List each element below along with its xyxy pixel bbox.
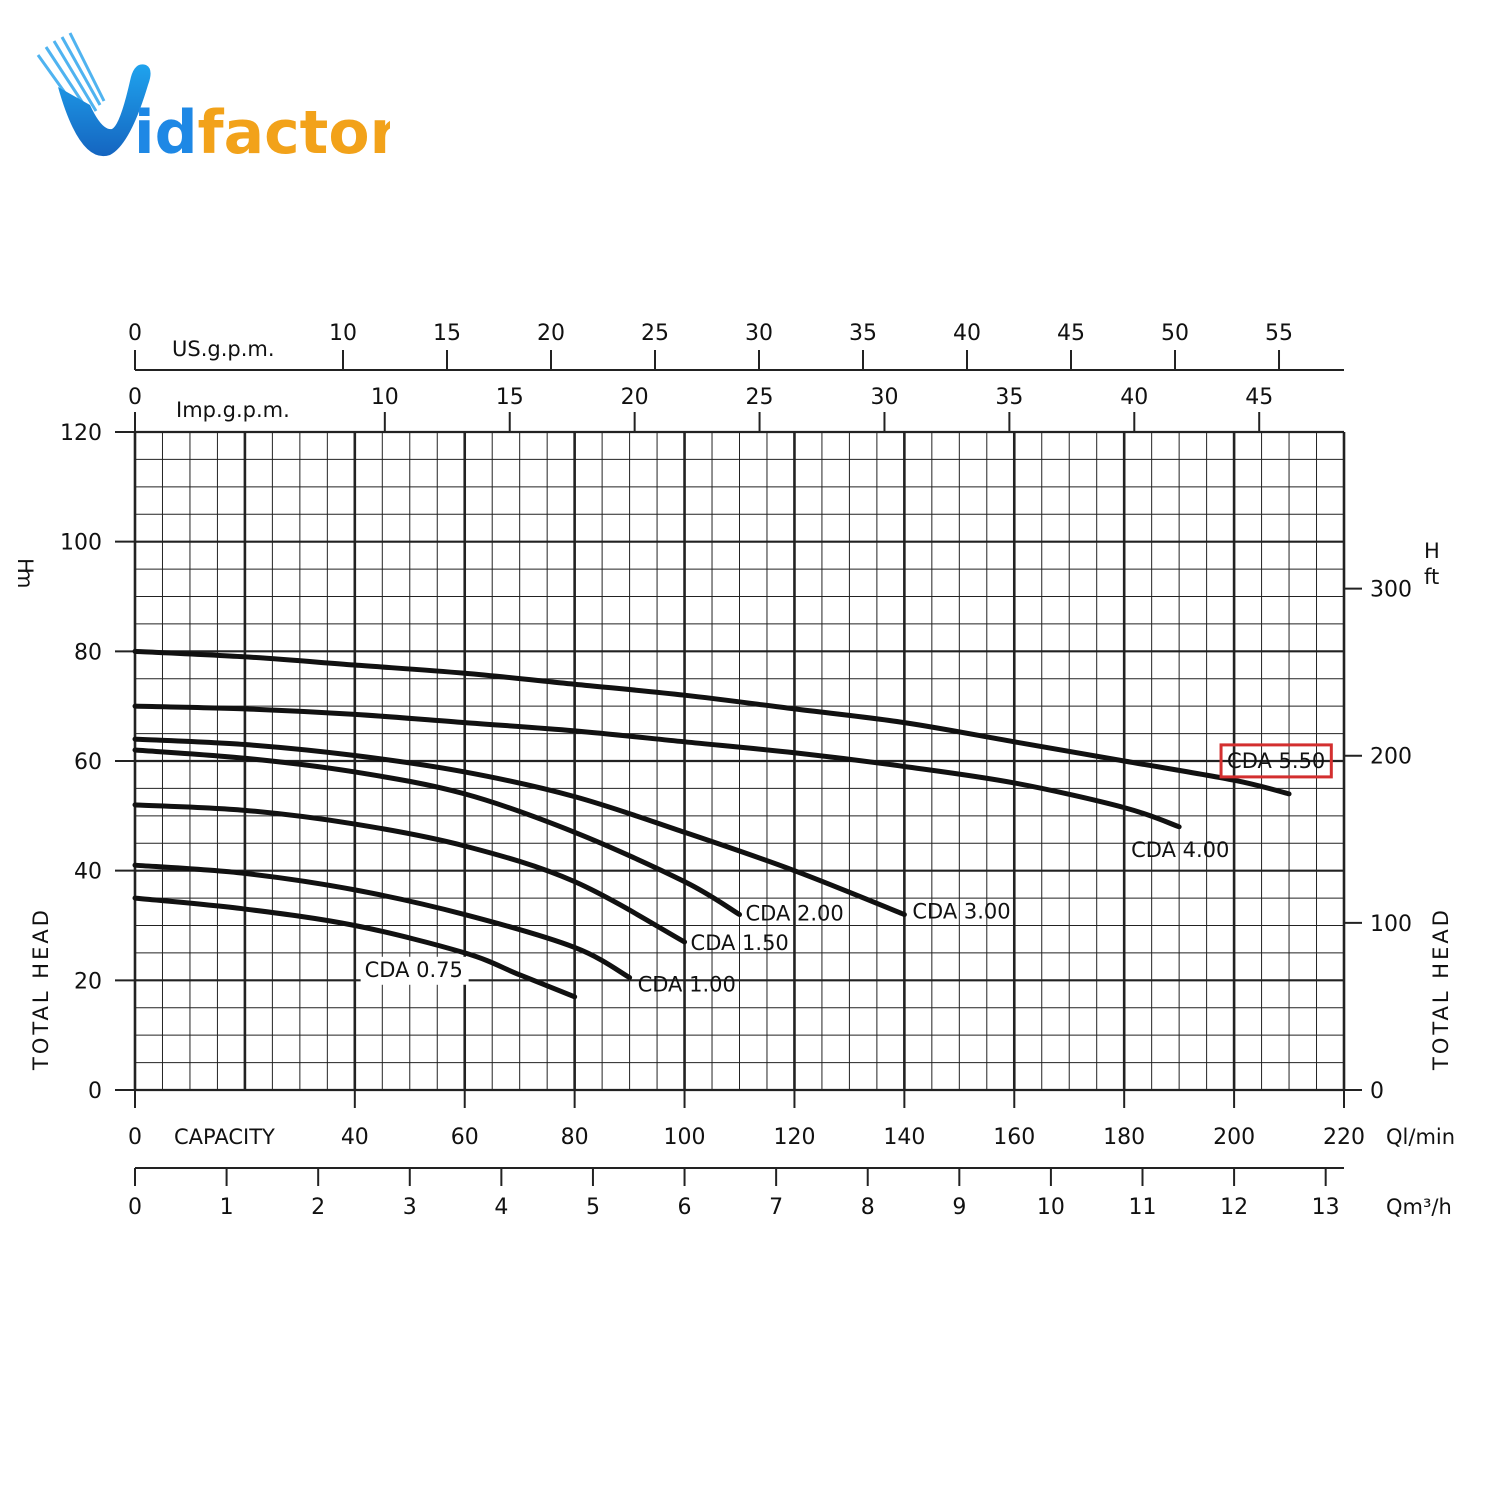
x-impgpm-tick-label: 25 (746, 385, 774, 410)
y-right-unit-h: H (1424, 539, 1440, 563)
label-bg (360, 956, 469, 985)
chart-labels: CDA 0.75 CDA 1.00 CDA 1.50 CDA 2.00 CDA 3.00… (360, 743, 1333, 997)
curve-cda-4-00 (132, 703, 1182, 830)
y-right-tick-label: 200 (1370, 745, 1412, 770)
vidfactor-logo: idfactor (36, 32, 390, 168)
highlight-box (1219, 743, 1333, 779)
x-m3h-tick-label: 13 (1312, 1195, 1340, 1220)
curve-cda-1-50 (132, 802, 688, 945)
y-left-tick-label: 40 (74, 860, 102, 885)
chart-grid (133, 430, 1346, 1092)
x-usgpm-tick-label: 10 (329, 321, 357, 346)
x-impgpm-tick-label: 35 (995, 385, 1023, 410)
capacity-label: CAPACITY (174, 1125, 275, 1149)
x-impgpm-tick-label: 30 (870, 385, 898, 410)
y-left-tick-label: 60 (74, 750, 102, 775)
y-left-unit-m: m (13, 568, 37, 588)
x-m3h-tick-label: 10 (1037, 1195, 1065, 1220)
x-usgpm-tick-label: 55 (1265, 321, 1293, 346)
x-usgpm-tick-label: 30 (745, 321, 773, 346)
x-impgpm-tick-label: 20 (621, 385, 649, 410)
x-impgpm-tick-label: 15 (496, 385, 524, 410)
x-m3h-tick-label: 9 (952, 1195, 966, 1220)
y-left-tick-label: 120 (60, 421, 102, 446)
curve-cda-2-00 (132, 747, 742, 918)
curve-cda-1-00 (132, 862, 633, 981)
y-right-title: TOTAL HEAD (1429, 907, 1453, 1071)
x-ql-tick-label: 140 (883, 1125, 925, 1150)
x-usgpm-tick-label: 20 (537, 321, 565, 346)
y-left-tick-label: 80 (74, 640, 102, 665)
x-unit-usgpm: US.g.p.m. (172, 337, 275, 361)
x-unit-impgpm: Imp.g.p.m. (176, 398, 290, 422)
x-usgpm-tick-label: 45 (1057, 321, 1085, 346)
curve-cda-5-50 (132, 648, 1292, 797)
x-m3h-tick-label: 11 (1129, 1195, 1157, 1220)
x-m3h-tick-label: 8 (861, 1195, 875, 1220)
x-ql-tick-label: 120 (773, 1125, 815, 1150)
x-m3h-tick-label: 4 (494, 1195, 508, 1220)
x-m3h-tick-label: 1 (220, 1195, 234, 1220)
x-m3h-tick-label: 5 (586, 1195, 600, 1220)
x-ql-tick-label: 40 (341, 1125, 369, 1150)
x-m3h-tick-label: 12 (1220, 1195, 1248, 1220)
series-label-cda-3-00: CDA 3.00 (912, 900, 1010, 924)
x-ql-tick-label: 160 (993, 1125, 1035, 1150)
y-left-tick-label: 20 (74, 969, 102, 994)
x-ql-tick-label: 80 (561, 1125, 589, 1150)
series-label-cda-0-75: CDA 0.75 (365, 958, 463, 982)
series-label-cda-4-00: CDA 4.00 (1131, 838, 1229, 862)
x-usgpm-tick-label: 50 (1161, 321, 1189, 346)
y-left-title: TOTAL HEAD (29, 907, 53, 1071)
series-label-cda-1-50: CDA 1.50 (691, 931, 789, 955)
x-impgpm-tick-label: 10 (371, 385, 399, 410)
y-left-tick-label: 0 (88, 1079, 102, 1104)
logo-v-mark (58, 64, 151, 157)
x-impgpm-tick-label: 45 (1245, 385, 1273, 410)
y-right-unit-ft: ft (1424, 565, 1439, 589)
y-left-unit-h: H (13, 558, 37, 574)
series-label-cda-5-50: CDA 5.50 (1227, 749, 1325, 773)
y-left-tick-label: 100 (60, 531, 102, 556)
x-usgpm-tick-label: 40 (953, 321, 981, 346)
curve-cda-3-00 (132, 736, 907, 918)
series-label-cda-2-00: CDA 2.00 (746, 902, 844, 926)
x-m3h-tick-label: 3 (403, 1195, 417, 1220)
x-unit-ql-min: Ql/min (1386, 1125, 1455, 1149)
x-impgpm-tick-label: 40 (1120, 385, 1148, 410)
logo-text: idfactor (134, 98, 390, 168)
y-right-tick-label: 100 (1370, 912, 1412, 937)
x-m3h-tick-label: 7 (769, 1195, 783, 1220)
x-ql-tick-label: 60 (451, 1125, 479, 1150)
x-usgpm-tick-label: 25 (641, 321, 669, 346)
x-ql-tick-label: 100 (664, 1125, 706, 1150)
x-ql-tick-label: 180 (1103, 1125, 1145, 1150)
y-right-tick-label: 300 (1370, 578, 1412, 603)
x-m3h-tick-label: 0 (128, 1195, 142, 1220)
chart-curves (132, 648, 1292, 1000)
x-unit-m3h: Qm³/h (1386, 1195, 1452, 1219)
x-m3h-tick-label: 6 (678, 1195, 692, 1220)
x-usgpm-tick-label: 0 (128, 321, 142, 346)
series-label-cda-1-00: CDA 1.00 (638, 973, 736, 997)
x-usgpm-tick-label: 15 (433, 321, 461, 346)
y-right-tick-label: 0 (1370, 1079, 1384, 1104)
x-ql-tick-label: 200 (1213, 1125, 1255, 1150)
x-ql-tick-label: 0 (128, 1125, 142, 1150)
x-m3h-tick-label: 2 (311, 1195, 325, 1220)
curve-cda-0-75 (132, 895, 578, 1000)
x-impgpm-tick-label: 0 (128, 385, 142, 410)
x-ql-tick-label: 220 (1323, 1125, 1365, 1150)
x-usgpm-tick-label: 35 (849, 321, 877, 346)
